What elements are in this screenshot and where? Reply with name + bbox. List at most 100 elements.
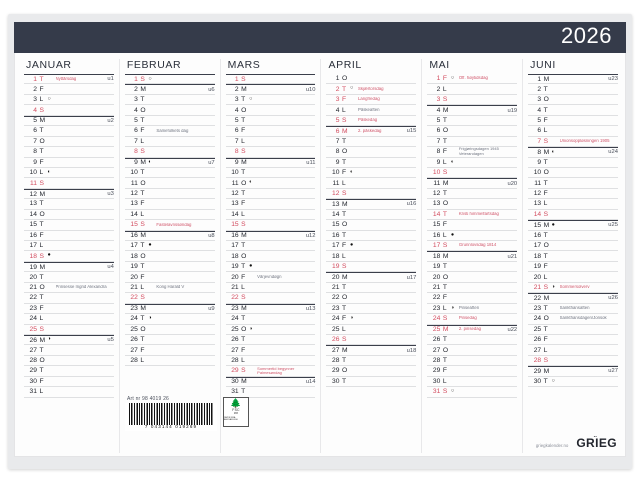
day-row[interactable]: 10 L ◐ bbox=[24, 168, 114, 179]
day-row[interactable]: 16 F bbox=[24, 231, 114, 241]
day-row[interactable]: 11 T bbox=[528, 178, 618, 189]
day-row[interactable]: 14 T bbox=[326, 210, 417, 221]
day-row[interactable]: 22 S bbox=[124, 293, 215, 304]
day-row[interactable]: 27 T bbox=[24, 345, 114, 356]
day-row[interactable]: 2 T ○ Skjærtorsdag bbox=[326, 84, 417, 95]
day-row[interactable]: 27 F bbox=[124, 345, 215, 356]
day-row[interactable]: 10 F ◐ bbox=[326, 168, 417, 179]
day-row[interactable]: 15 S Fastelavnssøndag bbox=[124, 220, 215, 231]
day-row[interactable]: 15 M ● u25 bbox=[528, 220, 618, 231]
day-row[interactable]: 14 T Kristi himmelfartsdag bbox=[427, 210, 518, 221]
day-row[interactable]: 20 T bbox=[24, 272, 114, 283]
day-row[interactable]: 31 S ○ bbox=[427, 387, 518, 398]
day-row[interactable]: 28 T bbox=[427, 356, 518, 367]
day-row[interactable]: 14 S bbox=[528, 210, 618, 221]
day-row[interactable]: 28 L bbox=[124, 356, 215, 367]
day-row[interactable]: 24 L bbox=[24, 314, 114, 325]
day-row[interactable]: 27 F bbox=[225, 345, 316, 356]
day-row[interactable]: 26 S bbox=[326, 335, 417, 346]
day-row[interactable]: 26 T bbox=[124, 335, 215, 346]
day-row[interactable]: 29 F bbox=[427, 366, 518, 377]
day-row[interactable]: 27 L bbox=[528, 345, 618, 356]
day-row[interactable]: 11 S bbox=[24, 178, 114, 189]
day-row[interactable]: 20 F Vårjevndøgn bbox=[225, 272, 316, 283]
day-row[interactable]: 12 S bbox=[326, 189, 417, 200]
day-row[interactable]: 15 T bbox=[24, 220, 114, 231]
day-row[interactable]: 13 L bbox=[528, 199, 618, 210]
day-row[interactable]: 13 F bbox=[225, 199, 316, 210]
day-row[interactable]: 25 O bbox=[124, 325, 215, 335]
day-row[interactable]: 26 T bbox=[225, 335, 316, 346]
day-row[interactable]: 21 L bbox=[225, 283, 316, 294]
day-row[interactable]: 23 L ◑ Pinseaften bbox=[427, 304, 518, 315]
day-row[interactable]: 12 T bbox=[124, 189, 215, 200]
day-row[interactable]: 13 T bbox=[24, 199, 114, 210]
day-row[interactable]: 20 O bbox=[427, 272, 518, 283]
day-row[interactable]: 14 L bbox=[225, 210, 316, 221]
day-row[interactable]: 17 S Grunnlovsdag 1814 bbox=[427, 241, 518, 252]
day-row[interactable]: 23 T Sankthansaften bbox=[528, 304, 618, 315]
day-row[interactable]: 12 T bbox=[427, 189, 518, 200]
day-row[interactable]: 9 L ◐ bbox=[427, 158, 518, 168]
day-row[interactable]: 28 O bbox=[24, 356, 114, 367]
day-row[interactable]: 3 F Langfredag bbox=[326, 95, 417, 106]
day-row[interactable]: 23 F bbox=[24, 304, 114, 315]
day-row[interactable]: 8 M ◐ u24 bbox=[528, 147, 618, 158]
day-row[interactable]: 26 F bbox=[528, 335, 618, 346]
day-row[interactable]: 1 F ○ Off. høytidsdag bbox=[427, 74, 518, 85]
day-row[interactable]: 25 L bbox=[326, 325, 417, 335]
day-row[interactable]: 30 T bbox=[326, 377, 417, 388]
day-row[interactable]: 21 O Prinsesse Ingrid Alexandra bbox=[24, 283, 114, 294]
day-row[interactable]: 15 F bbox=[427, 220, 518, 231]
day-row[interactable]: 21 T bbox=[427, 283, 518, 294]
day-row[interactable]: 19 T bbox=[124, 262, 215, 273]
day-row[interactable]: 21 S ◑ Sommersolverv bbox=[528, 283, 618, 294]
day-row[interactable]: 22 F bbox=[427, 293, 518, 304]
day-row[interactable]: 19 T ● bbox=[225, 262, 316, 273]
day-row[interactable]: 10 S bbox=[427, 168, 518, 179]
day-row[interactable]: 13 F bbox=[124, 199, 215, 210]
day-row[interactable]: 25 S bbox=[24, 325, 114, 335]
day-row[interactable]: 29 S Sommertid begynner Palmesøndag bbox=[225, 366, 316, 377]
day-row[interactable]: 26 T bbox=[427, 335, 518, 346]
day-row[interactable]: 1 T Nyttårsdag u1 bbox=[24, 74, 114, 85]
day-row[interactable]: 4 L Påskeaften bbox=[326, 105, 417, 116]
day-row[interactable]: 10 O bbox=[528, 168, 618, 179]
day-row[interactable]: 23 T bbox=[326, 304, 417, 315]
day-row[interactable]: 6 F Samefolkets dag bbox=[124, 126, 215, 137]
day-row[interactable]: 25 O ◑ bbox=[225, 325, 316, 335]
day-row[interactable]: 16 L ● bbox=[427, 231, 518, 241]
day-row[interactable]: 18 O bbox=[124, 251, 215, 262]
day-row[interactable]: 17 T bbox=[225, 241, 316, 252]
day-row[interactable]: 31 L bbox=[24, 387, 114, 398]
day-row[interactable]: 24 T ◑ bbox=[124, 314, 215, 325]
